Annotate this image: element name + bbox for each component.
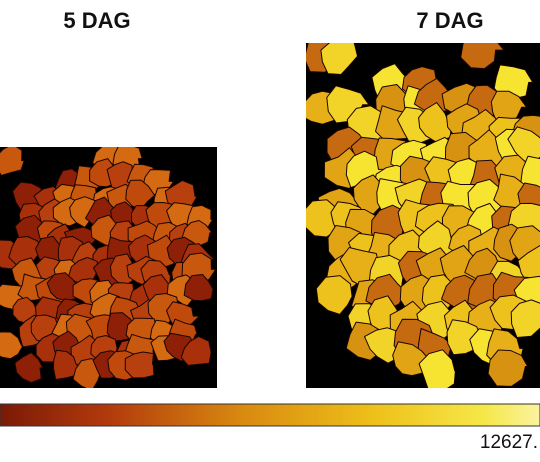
cell [510,299,540,338]
cell [315,275,353,315]
cell [517,244,540,286]
panel-title: 5 DAG [63,8,130,33]
cell-group [306,43,540,388]
cell [487,349,529,387]
cell [180,335,212,366]
cell [183,274,214,302]
cell [460,43,505,70]
cell-group [0,147,217,388]
panel-title: 7 DAG [416,8,483,33]
colorbar-max-label: 12627. [480,432,538,453]
cell [181,220,213,247]
colorbar [0,403,540,427]
cell [14,352,44,384]
cell [0,331,24,360]
cell [53,349,78,380]
cell [124,351,155,379]
cell [418,349,456,388]
cell [0,147,25,176]
cell [320,43,358,75]
